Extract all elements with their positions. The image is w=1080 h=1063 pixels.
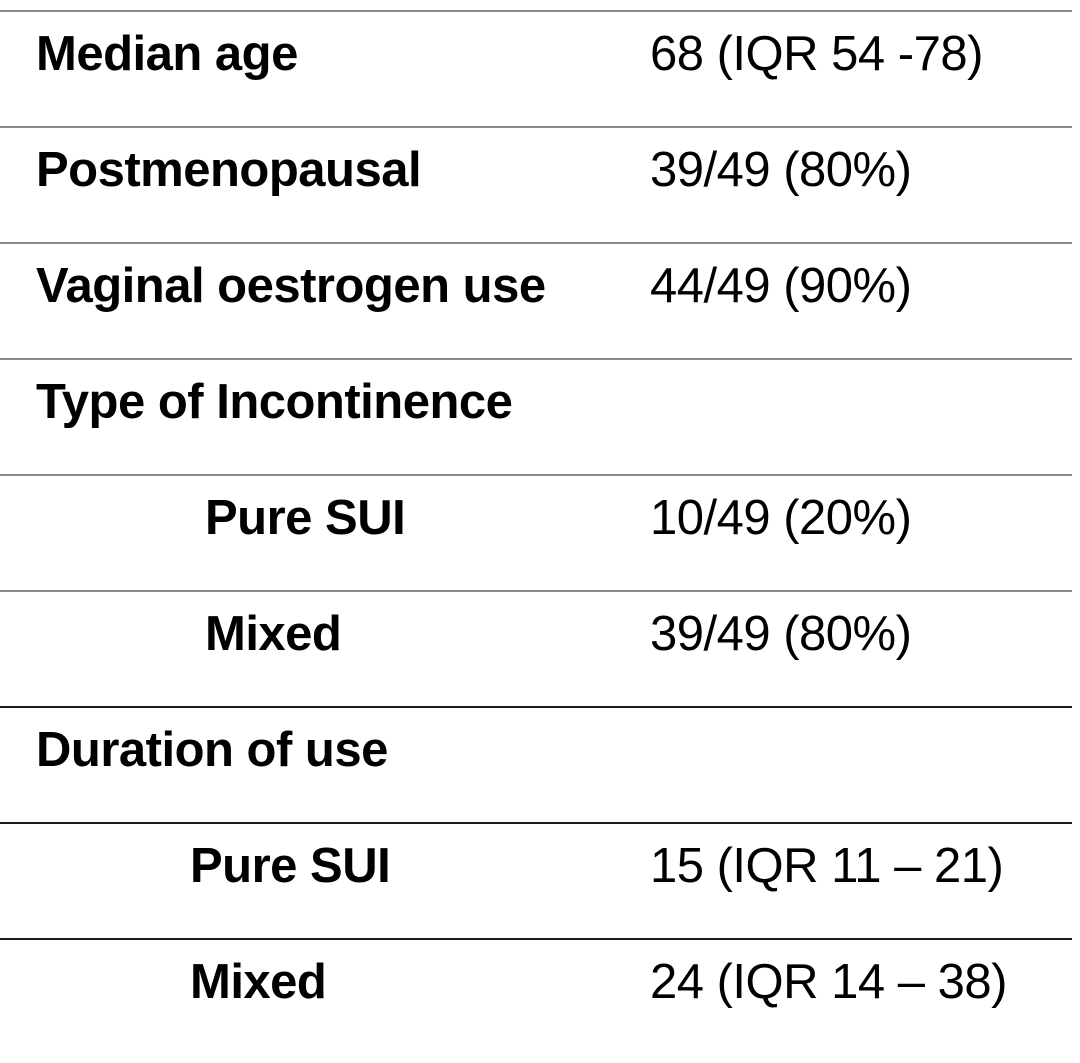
row-label: Vaginal oestrogen use	[36, 259, 546, 313]
table-row-vaginal-oestrogen-use: Vaginal oestrogen use 44/49 (90%)	[0, 242, 1072, 358]
row-label: Postmenopausal	[36, 143, 422, 197]
table-row-median-age: Median age 68 (IQR 54 -78)	[0, 10, 1072, 126]
section-heading: Type of Incontinence	[36, 375, 513, 429]
row-value: 68 (IQR 54 -78)	[650, 27, 983, 81]
table-row-pure-sui-type: Pure SUI 10/49 (20%)	[0, 474, 1072, 590]
row-value: 24 (IQR 14 – 38)	[650, 955, 1007, 1009]
row-label: Mixed	[190, 955, 327, 1009]
table-row-mixed-type: Mixed 39/49 (80%)	[0, 590, 1072, 706]
row-value: 44/49 (90%)	[650, 259, 912, 313]
row-value: 39/49 (80%)	[650, 143, 912, 197]
table-row-duration-of-use: Duration of use	[0, 706, 1072, 822]
row-value: 15 (IQR 11 – 21)	[650, 839, 1004, 893]
row-label: Pure SUI	[205, 491, 406, 545]
table-row-type-of-incontinence: Type of Incontinence	[0, 358, 1072, 474]
row-label: Mixed	[205, 607, 342, 661]
data-table: Median age 68 (IQR 54 -78) Postmenopausa…	[0, 10, 1072, 1054]
table-row-postmenopausal: Postmenopausal 39/49 (80%)	[0, 126, 1072, 242]
table-row-mixed-duration: Mixed 24 (IQR 14 – 38)	[0, 938, 1072, 1054]
table-row-pure-sui-duration: Pure SUI 15 (IQR 11 – 21)	[0, 822, 1072, 938]
row-label: Median age	[36, 27, 298, 81]
row-value: 10/49 (20%)	[650, 491, 912, 545]
row-value: 39/49 (80%)	[650, 607, 912, 661]
row-label: Pure SUI	[190, 839, 391, 893]
section-heading: Duration of use	[36, 723, 388, 777]
